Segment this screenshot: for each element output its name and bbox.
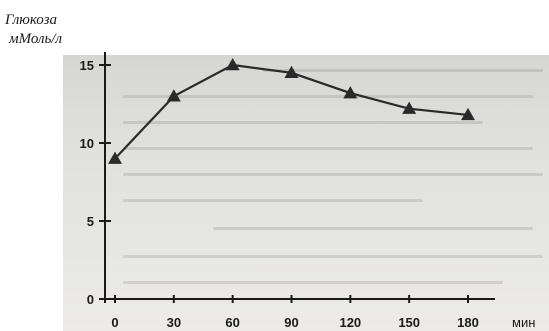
- photo-background: [63, 55, 549, 331]
- background-text-line: [123, 95, 533, 98]
- data-point-marker: [461, 107, 475, 121]
- background-text-line: [123, 173, 543, 176]
- background-text-line: [263, 69, 543, 72]
- background-text-line: [213, 227, 533, 230]
- y-tick-label: 10: [80, 136, 94, 151]
- y-axis-label-line-2: мМоль/л: [9, 31, 63, 47]
- x-tick-label: 90: [284, 315, 298, 330]
- x-tick-label: 30: [167, 315, 181, 330]
- series-line: [114, 63, 469, 160]
- axes: [104, 52, 495, 303]
- background-text-line: [123, 121, 483, 124]
- y-tick-label: 0: [87, 292, 94, 307]
- x-tick-label: 150: [398, 315, 420, 330]
- data-point-marker: [166, 89, 181, 102]
- x-tick-label: 0: [111, 315, 118, 330]
- background-text-line: [123, 147, 533, 150]
- data-point-marker: [343, 86, 358, 99]
- background-text-line: [123, 281, 503, 284]
- y-tick-label: 15: [80, 58, 94, 73]
- x-tick-label: 180: [457, 315, 479, 330]
- x-axis-label: мин: [512, 315, 535, 330]
- background-text-line: [123, 199, 423, 202]
- background-text-line: [123, 255, 543, 258]
- x-tick-label: 120: [339, 315, 361, 330]
- data-point-marker: [225, 58, 240, 71]
- series: [108, 58, 475, 164]
- data-point-marker: [402, 101, 417, 114]
- data-point-marker: [284, 65, 299, 79]
- data-point-marker: [108, 151, 122, 164]
- y-axis-label-line-1: Глюкоза: [5, 12, 57, 28]
- x-tick-label: 60: [225, 315, 239, 330]
- y-tick-label: 5: [87, 214, 94, 229]
